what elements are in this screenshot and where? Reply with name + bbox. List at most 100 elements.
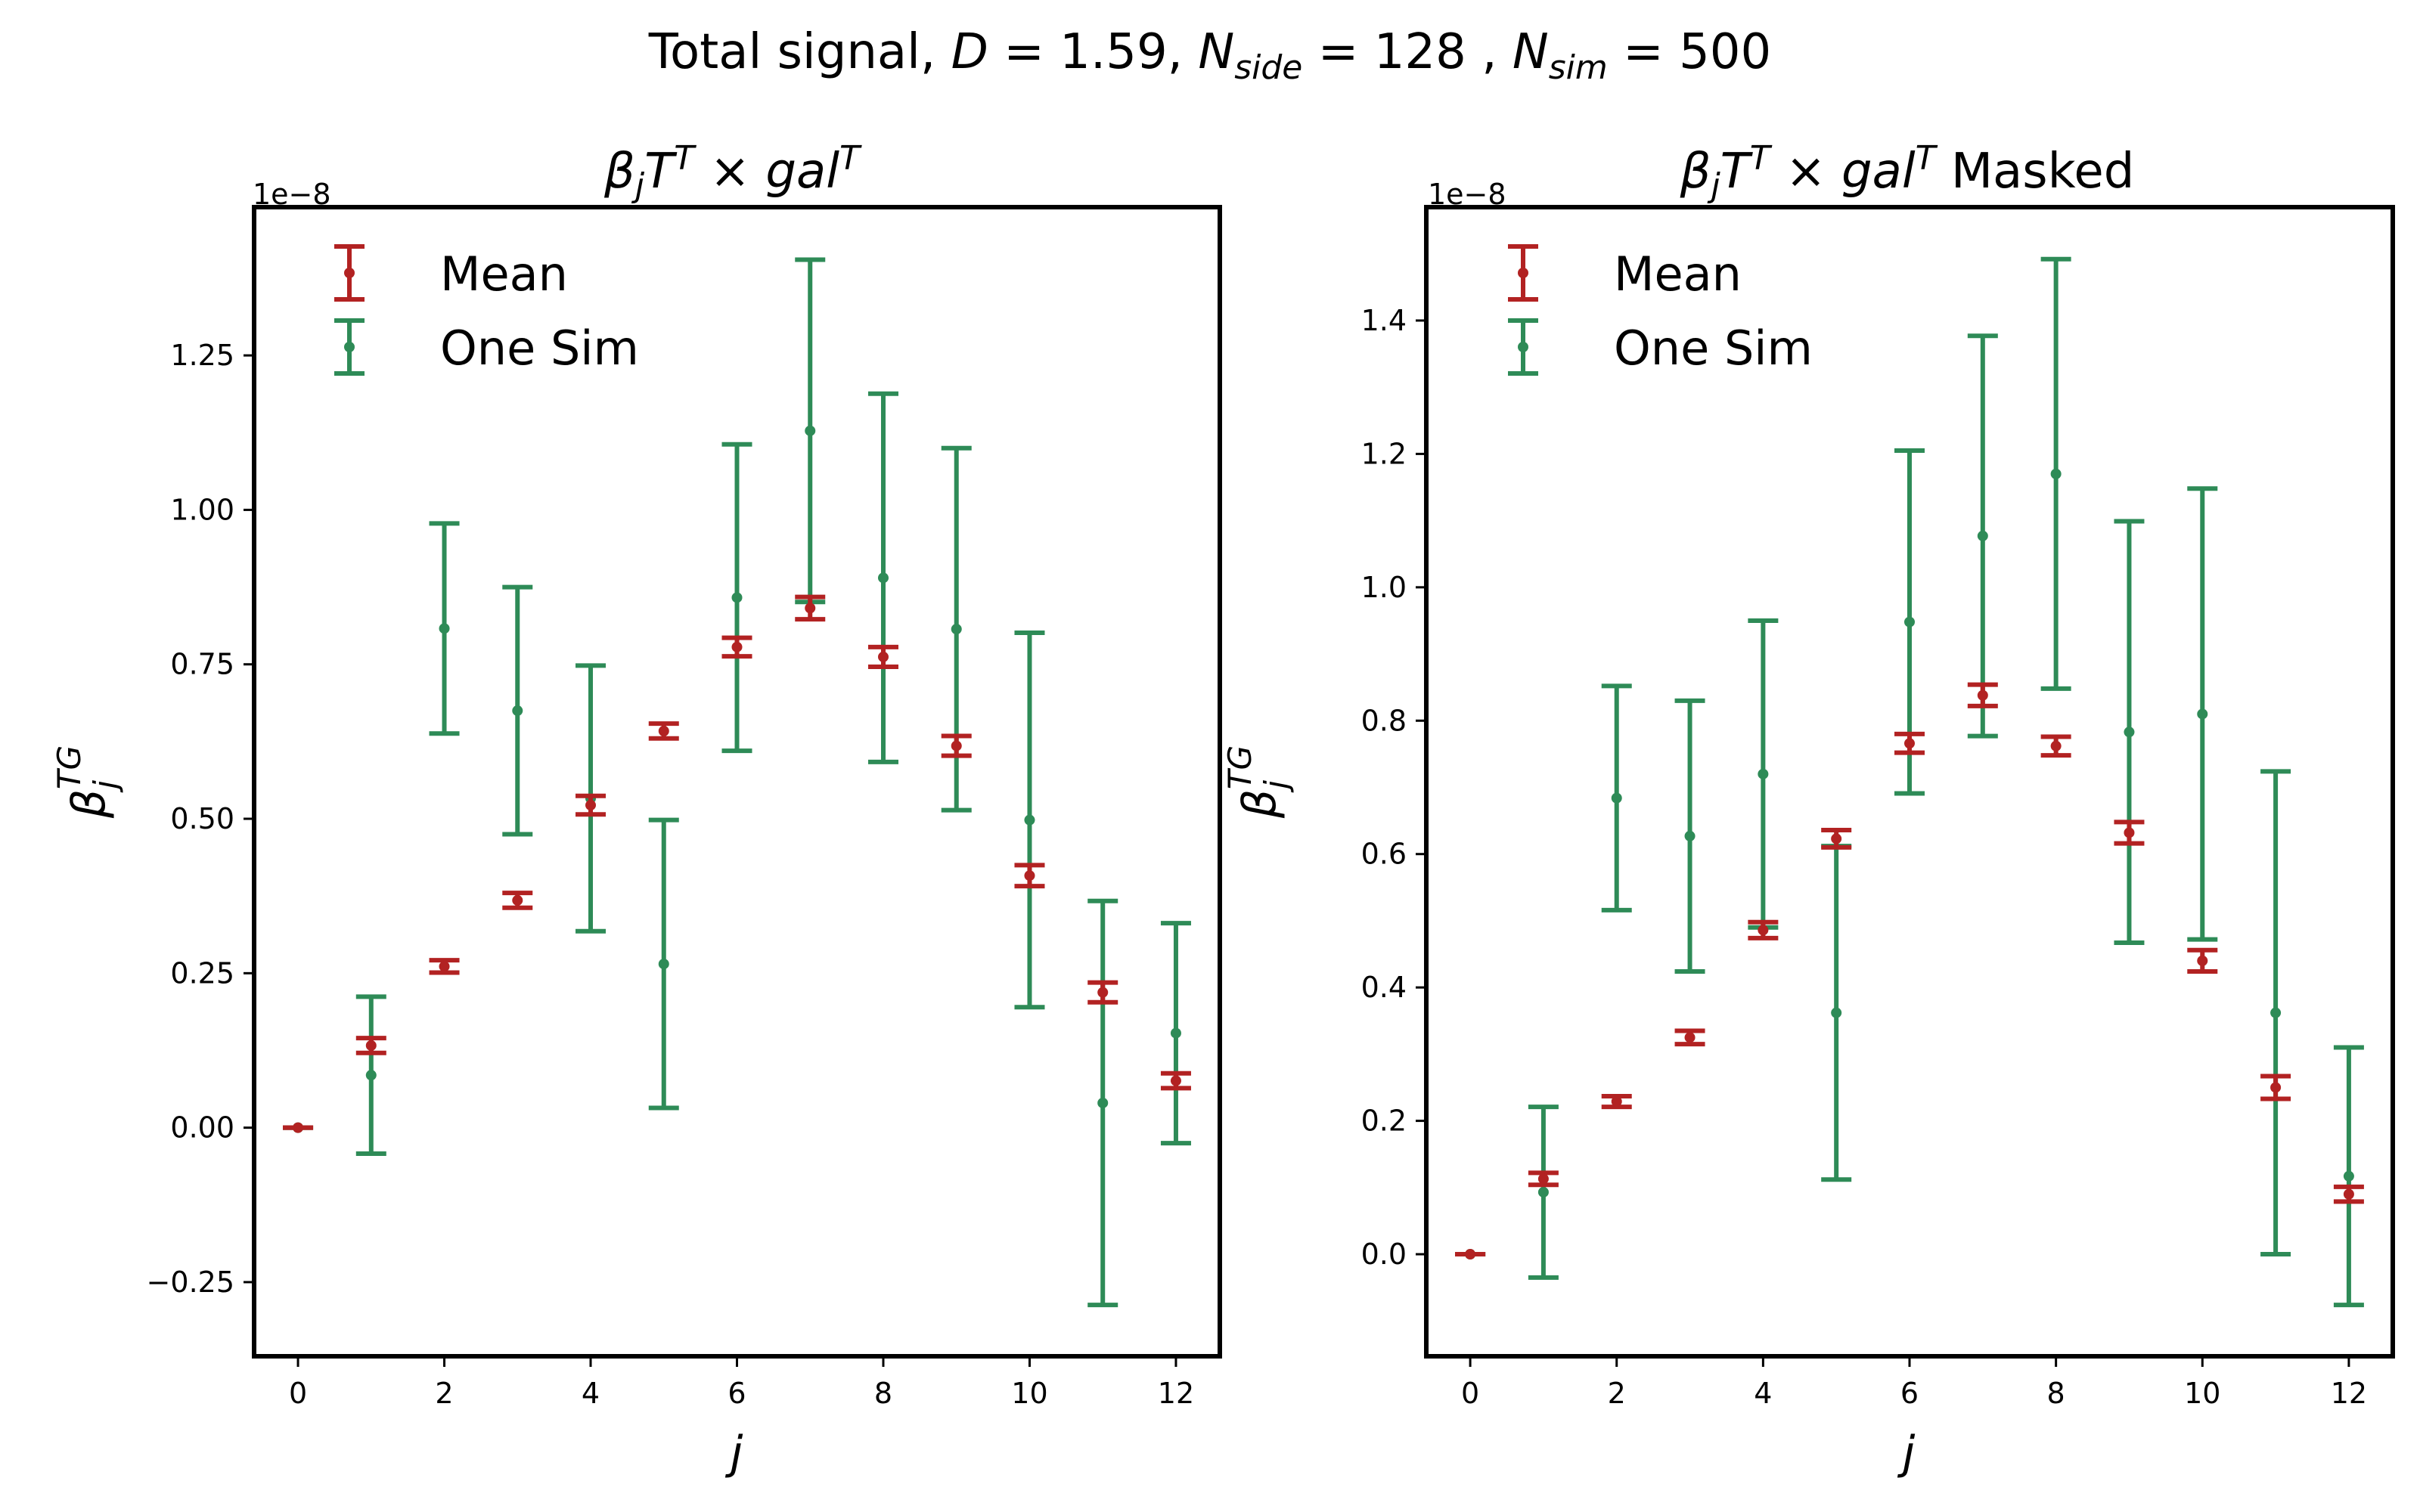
- data-point-mean: [1537, 1173, 1549, 1185]
- y-tick-label: 1.2: [1361, 437, 1407, 470]
- errorbar-mean: [1821, 827, 1852, 850]
- x-tick-label: 2: [435, 1377, 453, 1410]
- x-tick-label: 8: [2047, 1377, 2065, 1410]
- data-point-one-sim: [512, 705, 523, 717]
- y-tick-label: 0.0: [1361, 1238, 1407, 1271]
- data-point-mean: [1170, 1075, 1181, 1086]
- x-tick-label: 4: [1754, 1377, 1772, 1410]
- data-point-one-sim: [731, 592, 743, 603]
- errorbar-one-sim: [1821, 844, 1852, 1182]
- data-point-mean: [293, 1122, 304, 1133]
- x-tick-label: 4: [582, 1377, 600, 1410]
- errorbar-one-sim: [502, 584, 533, 837]
- data-point-mean: [2270, 1082, 2282, 1093]
- legend-label-one-sim: One Sim: [1614, 321, 1813, 376]
- legend-label-mean: Mean: [440, 246, 568, 302]
- data-point-mean: [1904, 738, 1915, 749]
- errorbar-mean: [502, 891, 533, 910]
- y-axis-label: βjTG: [1221, 745, 1295, 819]
- x-tick-label: 10: [2184, 1377, 2220, 1410]
- errorbar-one-sim: [867, 391, 898, 764]
- panel-title: βjTT × galT Masked: [1680, 139, 2135, 205]
- data-point-one-sim: [805, 425, 816, 436]
- data-point-one-sim: [365, 1070, 377, 1081]
- y-tick-label: 0.4: [1361, 971, 1407, 1004]
- data-point-one-sim: [2270, 1007, 2282, 1018]
- data-point-one-sim: [439, 623, 450, 634]
- data-point-mean: [2197, 955, 2208, 966]
- errorbar-one-sim: [1014, 631, 1045, 1010]
- x-tick-label: 0: [289, 1377, 307, 1410]
- data-point-mean: [439, 961, 450, 972]
- errorbar-one-sim: [2187, 486, 2218, 942]
- panel-masked: βjTT × galT Masked 1e−8 0 2 4 6 8 10 120.00.20…: [1221, 139, 2395, 1479]
- data-point-one-sim: [1170, 1027, 1181, 1039]
- legend-marker-one-sim: [1508, 318, 1538, 376]
- errorbar-one-sim: [795, 257, 826, 605]
- plot-frame: [252, 205, 1222, 1359]
- data-point-one-sim: [1684, 830, 1696, 841]
- legend-marker-mean: [1508, 244, 1538, 302]
- axis-ticks: 0 2 4 6 8 10 12 0.0 0.2 0.4 0.6 0.8 1.0 1.2 1.4: [1361, 304, 2368, 1410]
- errorbar-mean: [1967, 682, 1998, 708]
- y-tick-label: 0.50: [170, 802, 234, 835]
- errorbar-one-sim: [355, 994, 386, 1156]
- data-point-one-sim: [1097, 1097, 1109, 1108]
- data-marks: [1455, 256, 2364, 1308]
- x-axis-label: j: [725, 1427, 743, 1479]
- errorbar-mean: [1087, 980, 1118, 1005]
- errorbar-one-sim: [1087, 898, 1118, 1308]
- axis-ticks: 0 2 4 6 8 10 12 −0.25 0.00 0.25 0.50 0.75 1.00 1.25: [147, 339, 1195, 1410]
- errorbar-mean: [2260, 1074, 2291, 1101]
- errorbar-one-sim: [2260, 769, 2291, 1257]
- errorbar-one-sim: [1160, 921, 1191, 1146]
- errorbar-one-sim: [1528, 1105, 1559, 1280]
- errorbar-mean: [1674, 1028, 1705, 1047]
- errorbar-mean: [648, 721, 679, 741]
- data-point-mean: [585, 800, 597, 811]
- errorbar-one-sim: [648, 817, 679, 1111]
- y-tick-label: 0.8: [1361, 704, 1407, 737]
- legend: Mean One Sim: [1508, 244, 1813, 376]
- x-tick-label: 12: [2331, 1377, 2367, 1410]
- data-point-mean: [1611, 1096, 1622, 1108]
- data-point-mean: [512, 894, 523, 906]
- y-tick-label: 0.00: [170, 1111, 234, 1145]
- data-point-one-sim: [877, 572, 889, 584]
- errorbar-mean: [1748, 919, 1779, 940]
- data-point-one-sim: [1024, 814, 1035, 826]
- errorbar-mean: [2040, 734, 2071, 758]
- errorbar-mean: [1894, 731, 1925, 755]
- errorbar-one-sim: [1601, 683, 1632, 912]
- legend-marker-one-sim: [334, 318, 365, 376]
- errorbar-one-sim: [2333, 1045, 2364, 1308]
- errorbar-one-sim: [1967, 333, 1998, 739]
- data-point-mean: [658, 725, 669, 736]
- data-point-mean: [365, 1040, 377, 1051]
- data-point-one-sim: [2197, 708, 2208, 720]
- x-tick-label: 6: [1900, 1377, 1919, 1410]
- errorbar-mean: [1160, 1070, 1191, 1091]
- x-axis-label: j: [1897, 1427, 1916, 1479]
- x-tick-label: 12: [1158, 1377, 1194, 1410]
- y-tick-label: 0.6: [1361, 838, 1407, 871]
- x-tick-label: 0: [1461, 1377, 1479, 1410]
- data-point-mean: [2124, 827, 2135, 838]
- legend-label-mean: Mean: [1614, 246, 1742, 302]
- data-point-mean: [805, 603, 816, 614]
- data-point-mean: [1977, 689, 1988, 701]
- data-point-one-sim: [2124, 727, 2135, 738]
- legend-label-one-sim: One Sim: [440, 321, 639, 376]
- data-point-mean: [1097, 987, 1109, 998]
- panel-unmasked: βjTT × galT 1e−8 0 2 4 6 8 10 12−0.250.000.250…: [51, 139, 1222, 1479]
- data-point-mean: [731, 641, 743, 652]
- errorbar-mean: [1601, 1093, 1632, 1110]
- y-axis-label: βjTG: [51, 745, 124, 819]
- data-point-one-sim: [1977, 530, 1988, 541]
- legend: Mean One Sim: [334, 244, 639, 376]
- panel-title: βjTT × galT: [603, 139, 862, 205]
- data-point-one-sim: [1831, 1007, 1842, 1018]
- errorbar-mean: [2333, 1184, 2364, 1204]
- errorbar-mean: [576, 793, 607, 817]
